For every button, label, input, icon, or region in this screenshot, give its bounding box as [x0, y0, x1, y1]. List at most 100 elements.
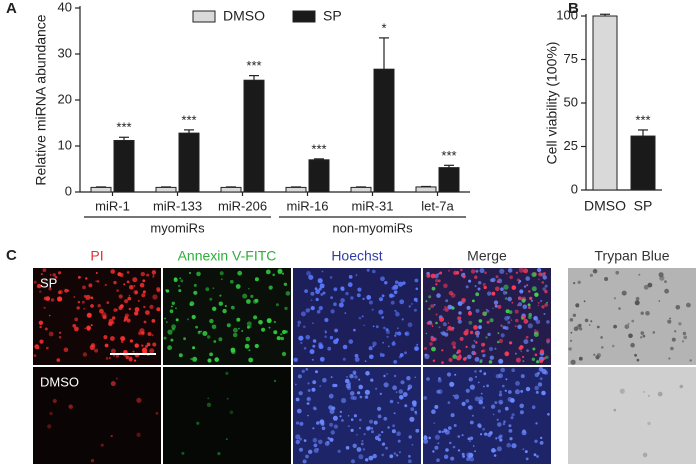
cell [396, 431, 401, 437]
cell [540, 436, 543, 440]
cell [433, 303, 436, 306]
cell [643, 390, 646, 393]
cell [502, 290, 507, 295]
micrograph [293, 367, 421, 464]
bar [220, 186, 242, 193]
cell [298, 335, 304, 341]
cell [613, 297, 617, 300]
cell [458, 354, 462, 357]
cell [48, 314, 51, 317]
cell [467, 437, 471, 441]
cell [536, 455, 539, 458]
cell [640, 331, 645, 335]
cell [357, 287, 362, 292]
cell [436, 458, 440, 463]
cell [496, 446, 502, 452]
cell [333, 302, 337, 307]
cell [541, 281, 545, 284]
image-bg [423, 367, 551, 464]
cell [451, 306, 455, 310]
cell [509, 275, 513, 280]
cell [321, 426, 326, 431]
cell [443, 283, 448, 289]
cell [311, 358, 314, 361]
cell [611, 344, 615, 348]
cell [618, 307, 621, 310]
cell [33, 280, 37, 284]
cell [689, 359, 692, 362]
cell [523, 268, 529, 274]
cell [367, 426, 372, 430]
cell [393, 290, 398, 295]
cell [82, 352, 88, 357]
cell [272, 273, 276, 277]
cell [532, 347, 536, 351]
cell [173, 277, 178, 281]
cell [475, 375, 477, 378]
cell [499, 438, 503, 442]
cell [116, 289, 119, 292]
cell [396, 327, 399, 330]
cell [469, 330, 474, 335]
cell [577, 280, 581, 284]
bar [415, 186, 437, 193]
cell [469, 440, 472, 443]
cell [318, 342, 323, 347]
cell [96, 280, 100, 283]
cell [496, 340, 500, 344]
cell [152, 275, 155, 278]
cell [525, 386, 531, 392]
cell [306, 396, 312, 402]
cell [299, 437, 303, 441]
cell [230, 347, 236, 353]
cell [619, 388, 625, 394]
x-tick-label: let-7a [421, 198, 454, 213]
cell [604, 277, 609, 281]
cell [675, 305, 681, 310]
cell [124, 316, 128, 320]
cell [414, 376, 417, 379]
cell [283, 282, 288, 286]
cell [119, 304, 124, 308]
cell [327, 437, 331, 440]
cell [482, 311, 488, 317]
cell [468, 377, 473, 382]
cell [104, 343, 109, 348]
cell [487, 332, 491, 337]
cell [361, 315, 364, 318]
cell [480, 392, 483, 395]
cell [398, 389, 404, 394]
cell [431, 346, 436, 352]
cell [593, 353, 596, 356]
bar [285, 186, 307, 193]
cell [212, 287, 215, 290]
cell [465, 285, 469, 289]
cell [461, 452, 465, 456]
cell [409, 416, 415, 422]
cell [487, 291, 492, 296]
cell [437, 272, 440, 276]
cell [39, 325, 42, 329]
cell [180, 279, 184, 283]
cell [523, 285, 527, 288]
cell [498, 393, 503, 397]
cell [515, 318, 519, 323]
cell [518, 282, 520, 284]
cell [494, 304, 498, 308]
cell [188, 271, 192, 275]
cell [482, 406, 486, 409]
cell [528, 306, 531, 309]
cell [344, 312, 347, 314]
cell [583, 300, 586, 303]
bar [243, 79, 265, 193]
cell [479, 268, 485, 274]
cell [477, 287, 481, 291]
micrograph [33, 367, 161, 464]
bar [373, 68, 395, 193]
cell [58, 335, 62, 339]
cell [483, 372, 487, 376]
cell [320, 293, 324, 296]
cell [449, 381, 455, 387]
cell [152, 294, 158, 300]
cell [44, 327, 48, 331]
